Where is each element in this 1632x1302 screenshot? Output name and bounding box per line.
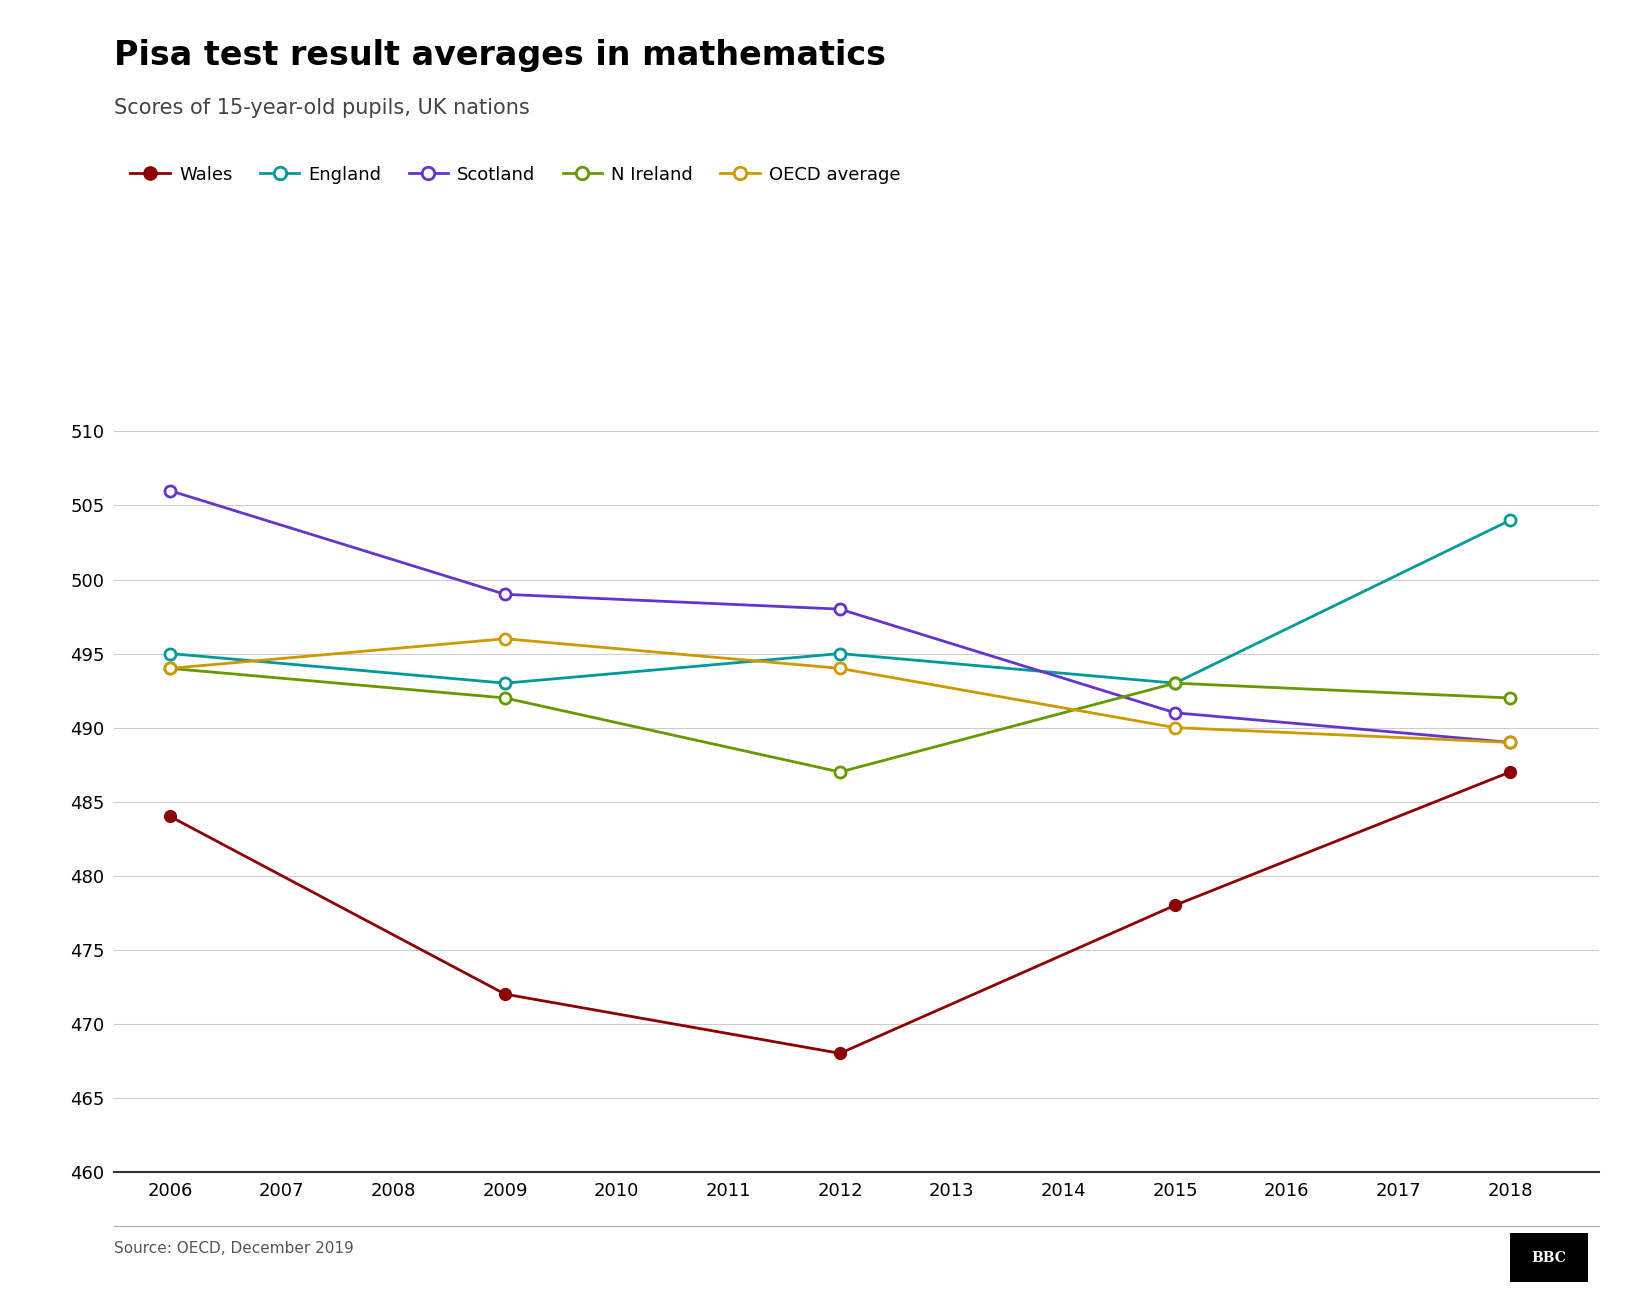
Legend: Wales, England, Scotland, N Ireland, OECD average: Wales, England, Scotland, N Ireland, OEC… xyxy=(124,159,907,191)
Text: BBC: BBC xyxy=(1531,1251,1567,1264)
Text: Source: OECD, December 2019: Source: OECD, December 2019 xyxy=(114,1241,354,1256)
Text: Scores of 15-year-old pupils, UK nations: Scores of 15-year-old pupils, UK nations xyxy=(114,98,530,117)
Text: Pisa test result averages in mathematics: Pisa test result averages in mathematics xyxy=(114,39,886,72)
